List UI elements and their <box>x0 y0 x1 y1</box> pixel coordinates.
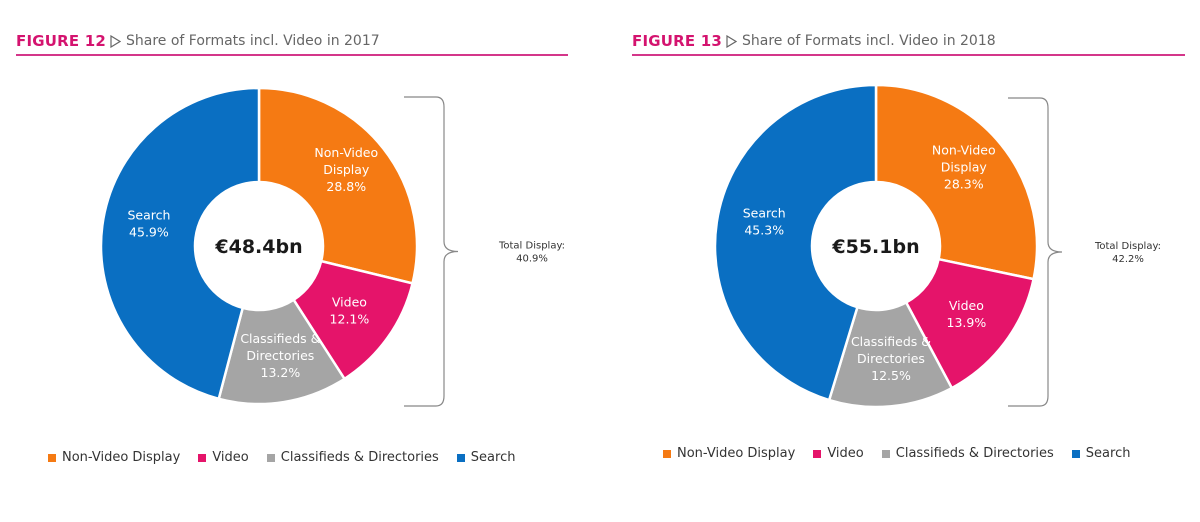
legend-item-search: Search <box>456 450 516 465</box>
legend-swatch <box>456 453 465 462</box>
slice-label-classifieds-and-directories: Classifieds & Directories 13.2% <box>240 331 320 380</box>
donut-hole <box>196 183 322 309</box>
slice-label-video: Video 13.9% <box>947 298 987 330</box>
figure-13-donut-chart: Non-Video Display 28.3% Video 13.9% Classifie… <box>713 83 1161 409</box>
figure-13-panel: FIGURE 13 Share of Formats incl. Video i… <box>600 0 1200 522</box>
legend-label: Search <box>470 450 516 465</box>
legend-label: Classifieds & Directories <box>280 450 439 465</box>
slice-label-search: Search 45.9% <box>127 208 170 240</box>
figure-13-title: Share of Formats incl. Video in 2018 <box>742 33 996 49</box>
legend-label: Non-Video Display <box>62 450 181 465</box>
legend-label: Classifieds & Directories <box>895 446 1054 461</box>
legend-item-non-video-display: Non-Video Display <box>48 450 180 465</box>
slice-label-video: Video 12.1% <box>330 294 370 326</box>
total-display-bracket <box>1008 97 1063 407</box>
center-total-label: €55.1bn <box>831 236 919 258</box>
figure-12-title: Share of Formats incl. Video in 2017 <box>126 33 380 49</box>
figure-12-panel: FIGURE 12 Share of Formats incl. Video i… <box>16 30 568 465</box>
slice-label-search: Search 45.3% <box>743 205 786 237</box>
triangle-right-icon <box>726 34 738 48</box>
legend-item-video: Video <box>813 446 864 461</box>
slice-search <box>713 83 878 402</box>
total-display-bracket <box>404 96 459 407</box>
legend-label: Non-Video Display <box>677 446 796 461</box>
legend-label: Search <box>1085 446 1131 461</box>
figure-13-header: FIGURE 13 Share of Formats incl. Video i… <box>632 30 1185 56</box>
legend-label: Video <box>827 446 864 461</box>
slice-video <box>904 257 1036 390</box>
legend-item-search: Search <box>1071 446 1131 461</box>
figure-12-donut-chart: Non-Video Display 28.8% Video 12.1% Classifie… <box>99 86 565 407</box>
figure-13-legend: Non-Video Display Video Classifieds & Dire… <box>663 446 1148 461</box>
slice-non-video-display <box>874 83 1039 281</box>
total-display-label: Total Display: 42.2% <box>1094 241 1161 265</box>
slice-classifieds-and-directories <box>217 298 347 406</box>
legend-swatch <box>881 449 890 458</box>
slice-label-classifieds-and-directories: Classifieds & Directories 12.5% <box>851 334 931 383</box>
slice-label-non-video-display: Non-Video Display 28.8% <box>314 145 378 194</box>
legend-label: Video <box>212 450 249 465</box>
donut-hole <box>813 183 939 309</box>
triangle-right-icon <box>110 34 122 48</box>
legend-swatch <box>48 453 56 462</box>
slice-non-video-display <box>257 86 419 285</box>
slice-label-non-video-display: Non-Video Display 28.3% <box>932 142 996 191</box>
legend-swatch <box>198 453 207 462</box>
legend-swatch <box>1071 449 1080 458</box>
legend-item-classifieds-and-directories: Classifieds & Directories <box>881 446 1054 461</box>
slice-search <box>99 86 261 401</box>
legend-swatch <box>813 449 822 458</box>
figure-13-number: FIGURE 13 <box>632 32 723 50</box>
center-total-label: €48.4bn <box>214 236 302 258</box>
total-display-label: Total Display: 40.9% <box>498 241 565 265</box>
legend-item-video: Video <box>198 450 249 465</box>
figure-12-number: FIGURE 12 <box>16 32 107 50</box>
legend-item-classifieds-and-directories: Classifieds & Directories <box>266 450 439 465</box>
legend-swatch <box>663 449 671 458</box>
figure-12-header: FIGURE 12 Share of Formats incl. Video i… <box>16 30 568 56</box>
figure-12-legend: Non-Video Display Video Classifieds & Dire… <box>48 450 533 465</box>
legend-item-non-video-display: Non-Video Display <box>663 446 795 461</box>
legend-swatch <box>266 453 275 462</box>
